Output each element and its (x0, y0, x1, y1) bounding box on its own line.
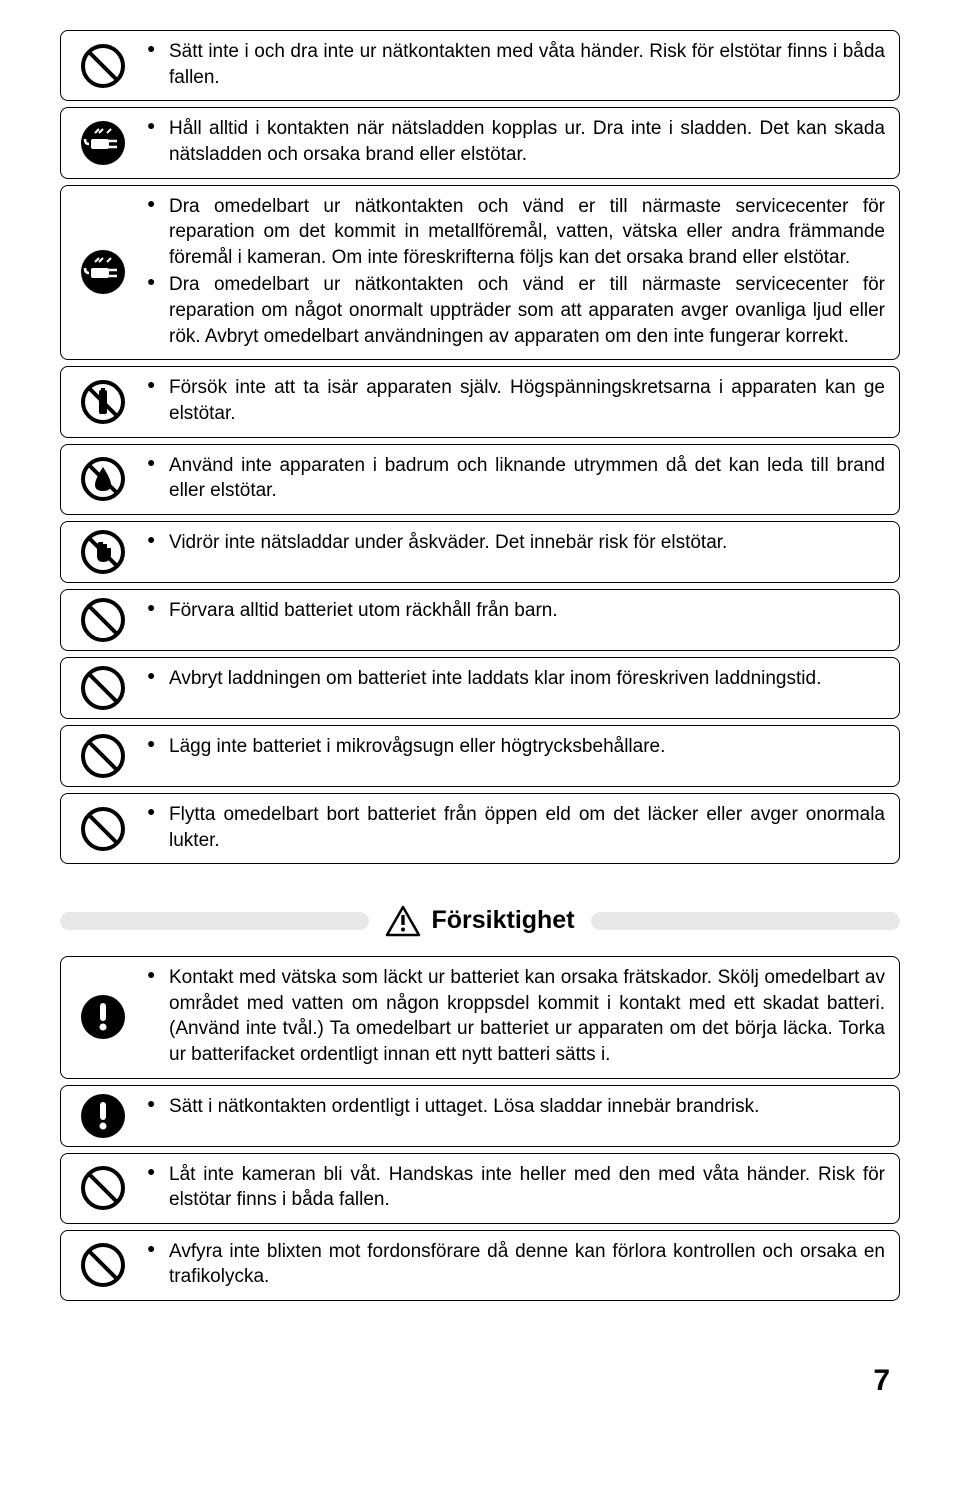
nowet-icon (61, 445, 145, 514)
warning-text: Dra omedelbart ur nätkontakten och vänd … (145, 186, 899, 360)
warning-item: Förvara alltid batteriet utom räckhåll f… (147, 598, 885, 624)
page-number: 7 (60, 1361, 900, 1402)
section-header: Försiktighet (60, 904, 900, 938)
warning-item: Lägg inte batteriet i mikrovågsugn eller… (147, 734, 885, 760)
section-title: Försiktighet (369, 904, 590, 938)
warning-row: Använd inte apparaten i badrum och likna… (60, 444, 900, 515)
warning-row: Förvara alltid batteriet utom räckhåll f… (60, 589, 900, 651)
warning-text: Håll alltid i kontakten när nätsladden k… (145, 108, 899, 177)
plug-icon (61, 108, 145, 177)
notouch-icon (61, 522, 145, 582)
warning-row: Avbryt laddningen om batteriet inte ladd… (60, 657, 900, 719)
warning-item: Använd inte apparaten i badrum och likna… (147, 453, 885, 504)
warning-text: Avbryt laddningen om batteriet inte ladd… (145, 658, 899, 718)
exclaim-icon (61, 1086, 145, 1146)
prohibit-icon (61, 794, 145, 863)
warning-list-1: Sätt inte i och dra inte ur nätkontakten… (60, 30, 900, 864)
caution-list: Kontakt med vätska som läckt ur batterie… (60, 956, 900, 1301)
warning-row: Försök inte att ta isär apparaten själv.… (60, 366, 900, 437)
warning-item: Sätt inte i och dra inte ur nätkontakten… (147, 39, 885, 90)
warning-text: Förvara alltid batteriet utom räckhåll f… (145, 590, 899, 650)
warning-item: Dra omedelbart ur nätkontakten och vänd … (147, 272, 885, 349)
warning-text: Flytta omedelbart bort batteriet från öp… (145, 794, 899, 863)
prohibit-icon (61, 590, 145, 650)
warning-row: Avfyra inte blixten mot fordonsförare då… (60, 1230, 900, 1301)
warning-row: Flytta omedelbart bort batteriet från öp… (60, 793, 900, 864)
warning-text: Vidrör inte nätsladdar under åskväder. D… (145, 522, 899, 582)
prohibit-icon (61, 658, 145, 718)
warning-item: Avfyra inte blixten mot fordonsförare då… (147, 1239, 885, 1290)
warning-row: Lägg inte batteriet i mikrovågsugn eller… (60, 725, 900, 787)
warning-item: Sätt i nätkontakten ordentligt i uttaget… (147, 1094, 885, 1120)
warning-row: Kontakt med vätska som läckt ur batterie… (60, 956, 900, 1079)
warning-text: Sätt inte i och dra inte ur nätkontakten… (145, 31, 899, 100)
warning-text: Kontakt med vätska som läckt ur batterie… (145, 957, 899, 1078)
exclaim-icon (61, 957, 145, 1078)
prohibit-icon (61, 1231, 145, 1300)
prohibit-icon (61, 726, 145, 786)
warning-row: Håll alltid i kontakten när nätsladden k… (60, 107, 900, 178)
header-line-right (591, 912, 900, 930)
warning-item: Dra omedelbart ur nätkontakten och vänd … (147, 194, 885, 271)
warning-row: Vidrör inte nätsladdar under åskväder. D… (60, 521, 900, 583)
header-line-left (60, 912, 369, 930)
warning-text: Försök inte att ta isär apparaten själv.… (145, 367, 899, 436)
warning-text: Använd inte apparaten i badrum och likna… (145, 445, 899, 514)
warning-item: Håll alltid i kontakten när nätsladden k… (147, 116, 885, 167)
section-title-text: Försiktighet (431, 904, 574, 938)
warning-item: Låt inte kameran bli våt. Handskas inte … (147, 1162, 885, 1213)
warning-row: Dra omedelbart ur nätkontakten och vänd … (60, 185, 900, 361)
disassemble-icon (61, 367, 145, 436)
warning-item: Avbryt laddningen om batteriet inte ladd… (147, 666, 885, 692)
warning-row: Låt inte kameran bli våt. Handskas inte … (60, 1153, 900, 1224)
warning-item: Flytta omedelbart bort batteriet från öp… (147, 802, 885, 853)
warning-text: Låt inte kameran bli våt. Handskas inte … (145, 1154, 899, 1223)
plug-icon (61, 186, 145, 360)
warning-triangle-icon (385, 905, 421, 937)
warning-text: Sätt i nätkontakten ordentligt i uttaget… (145, 1086, 899, 1146)
warning-text: Lägg inte batteriet i mikrovågsugn eller… (145, 726, 899, 786)
warning-item: Kontakt med vätska som läckt ur batterie… (147, 965, 885, 1068)
warning-row: Sätt i nätkontakten ordentligt i uttaget… (60, 1085, 900, 1147)
warning-text: Avfyra inte blixten mot fordonsförare då… (145, 1231, 899, 1300)
prohibit-icon (61, 1154, 145, 1223)
prohibit-icon (61, 31, 145, 100)
warning-item: Vidrör inte nätsladdar under åskväder. D… (147, 530, 885, 556)
warning-item: Försök inte att ta isär apparaten själv.… (147, 375, 885, 426)
warning-row: Sätt inte i och dra inte ur nätkontakten… (60, 30, 900, 101)
